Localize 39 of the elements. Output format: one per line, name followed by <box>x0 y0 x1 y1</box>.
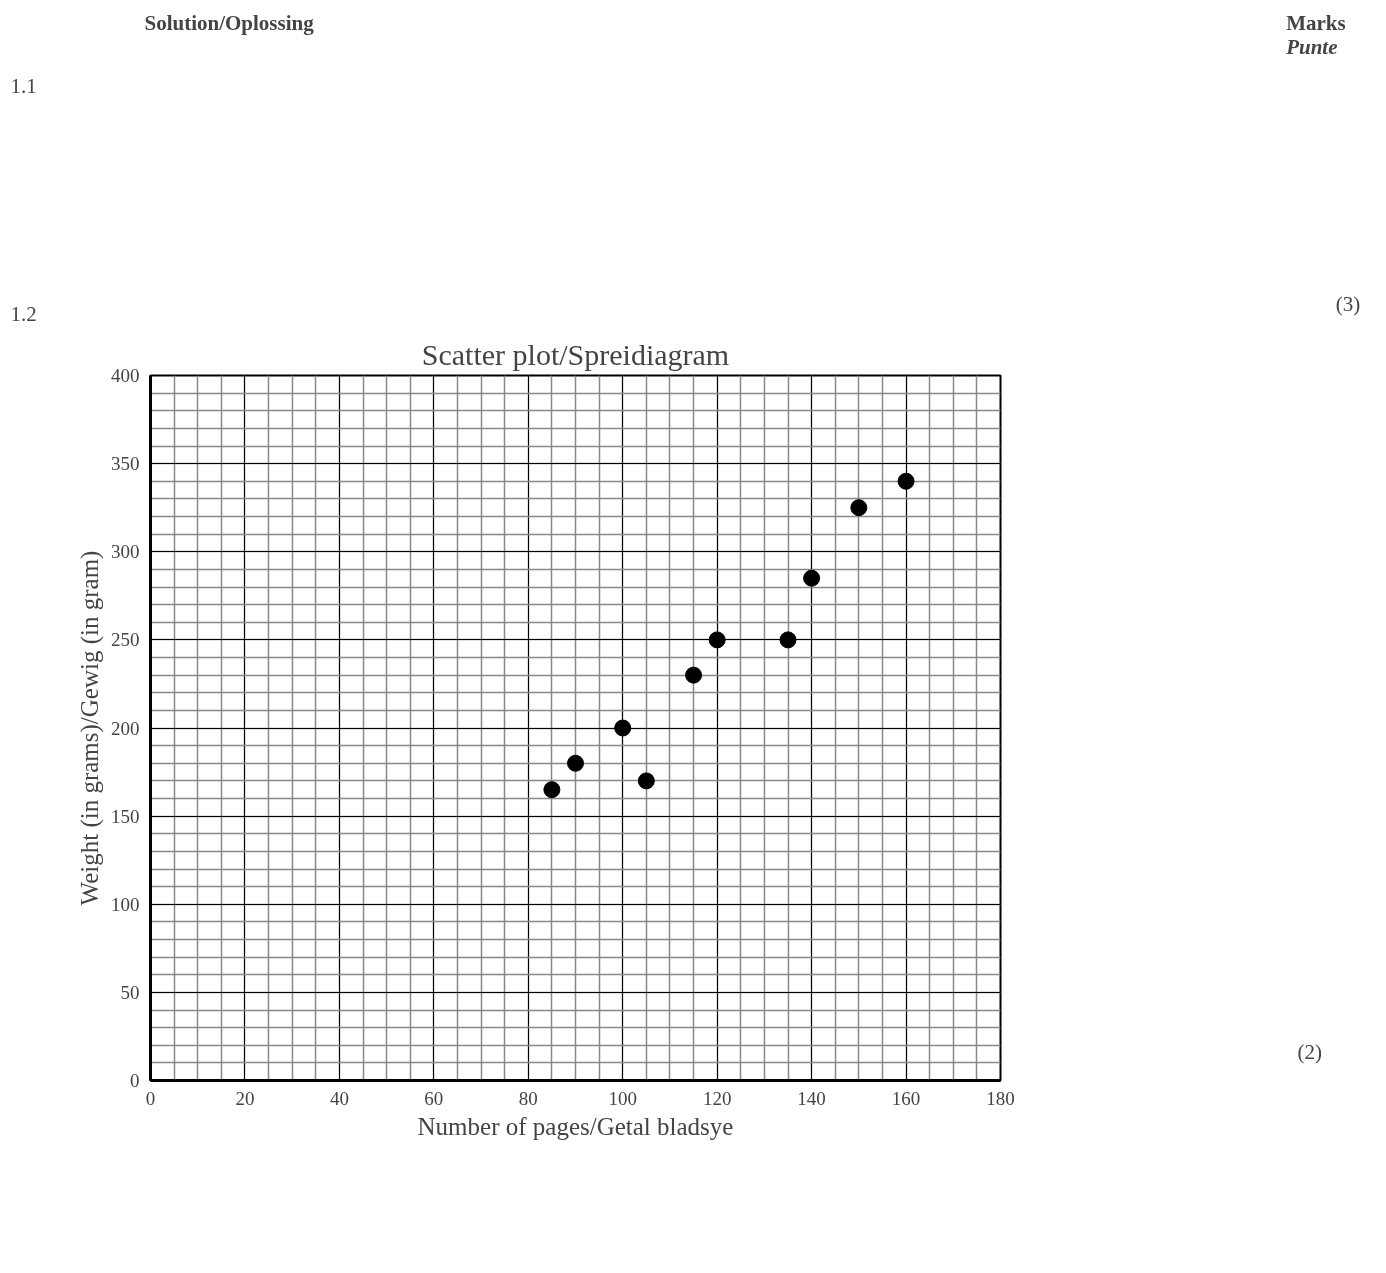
y-tick-label: 300 <box>111 541 140 563</box>
point <box>850 499 868 517</box>
text: Marks <box>1286 10 1346 35</box>
x-tick-label: 40 <box>329 1087 349 1109</box>
y-tick-label: 0 <box>130 1070 140 1091</box>
y-tick-label: 100 <box>111 893 140 915</box>
y-tick-label: 150 <box>111 805 140 827</box>
text: 1.2 <box>10 301 37 326</box>
x-tick-label: 120 <box>702 1087 732 1109</box>
point <box>708 631 726 649</box>
text: 1.1 <box>10 73 37 98</box>
text: (3) <box>1335 291 1361 316</box>
text: (2) <box>1297 1040 1322 1065</box>
y-axis-title: Weight (in grams)/Gewig (in gram) <box>76 550 104 906</box>
y-tick-label: 350 <box>111 453 140 475</box>
point <box>567 754 584 772</box>
y-tick-label: 200 <box>111 717 140 739</box>
point <box>685 666 703 684</box>
x-tick-label: 100 <box>608 1087 637 1109</box>
x-tick-label: 80 <box>518 1087 538 1109</box>
x-tick-label: 160 <box>891 1087 921 1109</box>
point <box>614 719 632 737</box>
point <box>637 772 655 790</box>
point <box>543 781 561 799</box>
point <box>779 631 797 649</box>
text: Solution/Oplossing <box>144 10 315 35</box>
x-axis-title: Number of pages/Getal bladsye <box>417 1112 734 1140</box>
x-tick-label: 60 <box>424 1087 444 1109</box>
y-tick-label: 400 <box>111 365 140 386</box>
y-tick-label: 50 <box>120 981 140 1003</box>
chart-title: Scatter plot/Spreidiagram <box>421 337 730 371</box>
point <box>803 569 821 587</box>
point <box>897 472 915 490</box>
text: Punte <box>1285 34 1338 59</box>
x-tick-label: 180 <box>986 1087 1015 1109</box>
x-tick-label: 140 <box>797 1087 826 1109</box>
y-tick-label: 250 <box>111 629 140 651</box>
x-tick-label: 20 <box>235 1087 255 1109</box>
x-tick-label: 0 <box>145 1087 156 1109</box>
